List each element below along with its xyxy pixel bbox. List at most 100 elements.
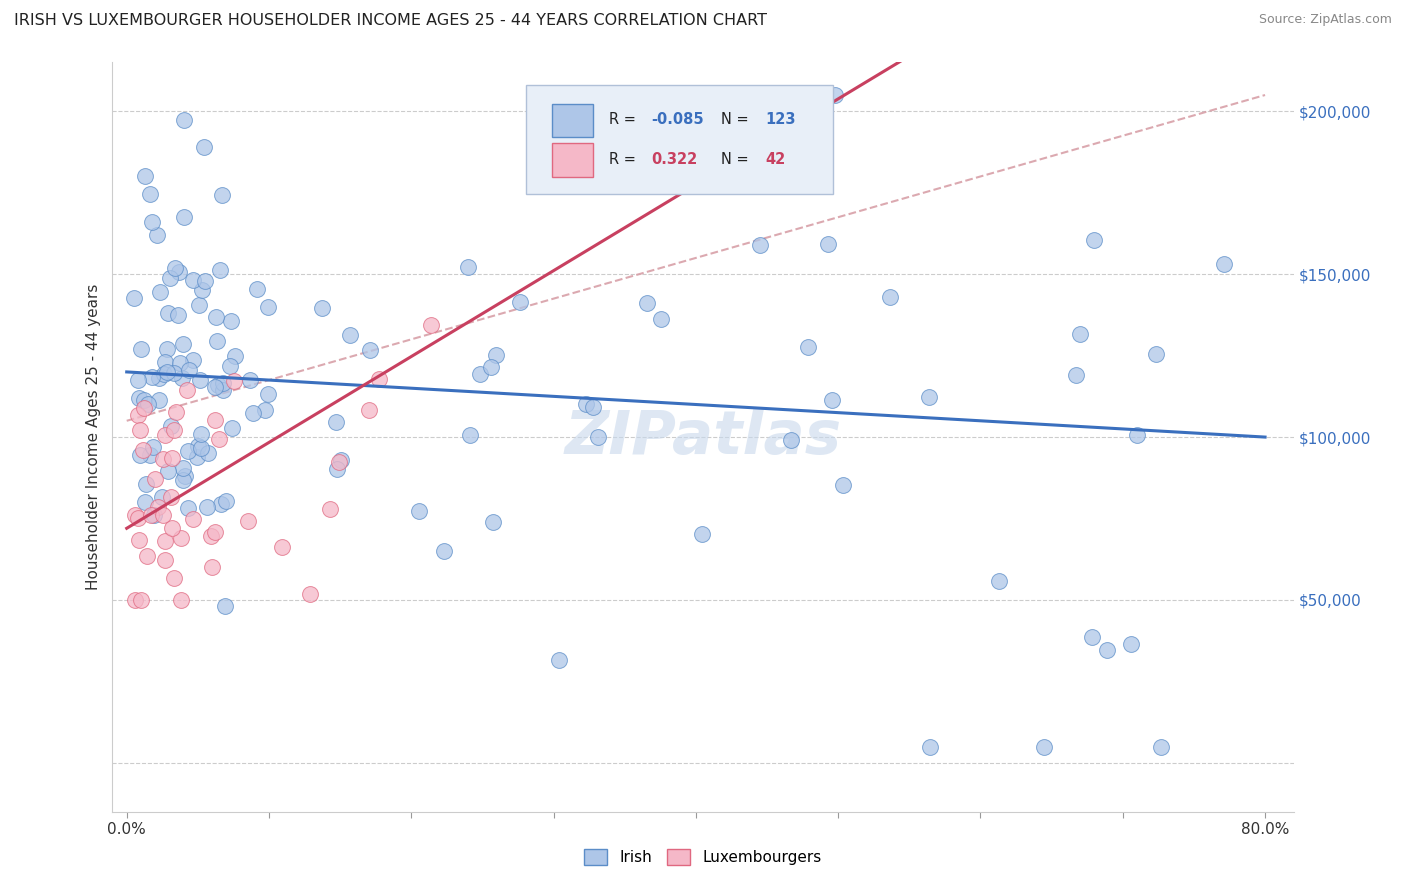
Point	[127, 373, 149, 387]
Point	[207, 378, 229, 392]
Point	[509, 295, 531, 310]
Point	[548, 653, 571, 667]
Point	[122, 291, 145, 305]
Point	[177, 500, 200, 515]
Point	[172, 336, 194, 351]
Text: ZIPatlas: ZIPatlas	[564, 408, 842, 467]
Point	[204, 380, 226, 394]
Point	[209, 497, 232, 511]
FancyBboxPatch shape	[526, 85, 832, 194]
Point	[1144, 346, 1167, 360]
Point	[181, 273, 204, 287]
Point	[221, 420, 243, 434]
Point	[821, 392, 844, 407]
Point	[139, 187, 162, 202]
Point	[797, 340, 820, 354]
Point	[468, 367, 491, 381]
Point	[359, 343, 381, 358]
Point	[238, 515, 260, 529]
Point	[325, 462, 347, 476]
Point	[195, 500, 218, 515]
Point	[190, 284, 212, 298]
Point	[988, 574, 1011, 588]
Point	[457, 260, 479, 274]
Point	[219, 314, 242, 328]
Point	[214, 599, 236, 614]
Point	[143, 472, 166, 486]
Point	[134, 495, 156, 509]
Point	[152, 508, 174, 523]
Point	[173, 211, 195, 225]
Point	[157, 464, 180, 478]
Point	[271, 541, 294, 555]
Point	[141, 370, 163, 384]
Point	[242, 406, 264, 420]
Point	[132, 392, 155, 407]
Point	[200, 529, 222, 543]
Point	[177, 444, 200, 458]
Point	[128, 448, 150, 462]
Point	[173, 112, 195, 127]
Point	[183, 353, 205, 368]
Point	[149, 285, 172, 299]
Point	[458, 428, 481, 442]
Point	[148, 370, 170, 384]
Point	[134, 169, 156, 184]
Point	[408, 504, 430, 518]
Point	[690, 527, 713, 541]
Point	[167, 265, 190, 279]
Point	[211, 188, 233, 202]
Point	[1150, 739, 1173, 754]
Point	[831, 478, 853, 492]
FancyBboxPatch shape	[551, 144, 593, 178]
Point	[204, 310, 226, 324]
Point	[311, 301, 333, 315]
Point	[142, 508, 165, 522]
Point	[124, 593, 146, 607]
Point	[1119, 637, 1142, 651]
Point	[218, 359, 240, 374]
Point	[187, 297, 209, 311]
Point	[918, 739, 941, 754]
Point	[155, 428, 177, 442]
Point	[582, 400, 605, 414]
Point	[918, 390, 941, 404]
Point	[211, 383, 233, 397]
Point	[1213, 257, 1236, 271]
Point	[128, 391, 150, 405]
Point	[129, 423, 152, 437]
Point	[177, 363, 200, 377]
Point	[136, 397, 159, 411]
Text: IRISH VS LUXEMBOURGER HOUSEHOLDER INCOME AGES 25 - 44 YEARS CORRELATION CHART: IRISH VS LUXEMBOURGER HOUSEHOLDER INCOME…	[14, 13, 768, 29]
Point	[1095, 643, 1118, 657]
Point	[163, 367, 186, 381]
Point	[153, 553, 176, 567]
Point	[339, 327, 361, 342]
Point	[135, 476, 157, 491]
Point	[153, 534, 176, 549]
Point	[163, 423, 186, 437]
Point	[748, 238, 770, 252]
Point	[650, 312, 672, 326]
Point	[193, 139, 215, 153]
Point	[186, 439, 208, 453]
Point	[167, 308, 190, 322]
Point	[127, 511, 149, 525]
Point	[190, 441, 212, 455]
Point	[141, 215, 163, 229]
Point	[163, 571, 186, 585]
Point	[636, 296, 658, 310]
Point	[204, 413, 226, 427]
Point	[879, 290, 901, 304]
Point	[152, 452, 174, 467]
Point	[298, 587, 321, 601]
Point	[139, 508, 162, 523]
Point	[208, 432, 231, 446]
Point	[215, 494, 238, 508]
Point	[433, 544, 456, 558]
Point	[482, 515, 505, 529]
Point	[479, 359, 502, 374]
Text: 0.322: 0.322	[651, 152, 697, 167]
Point	[181, 512, 204, 526]
Point	[146, 227, 169, 242]
